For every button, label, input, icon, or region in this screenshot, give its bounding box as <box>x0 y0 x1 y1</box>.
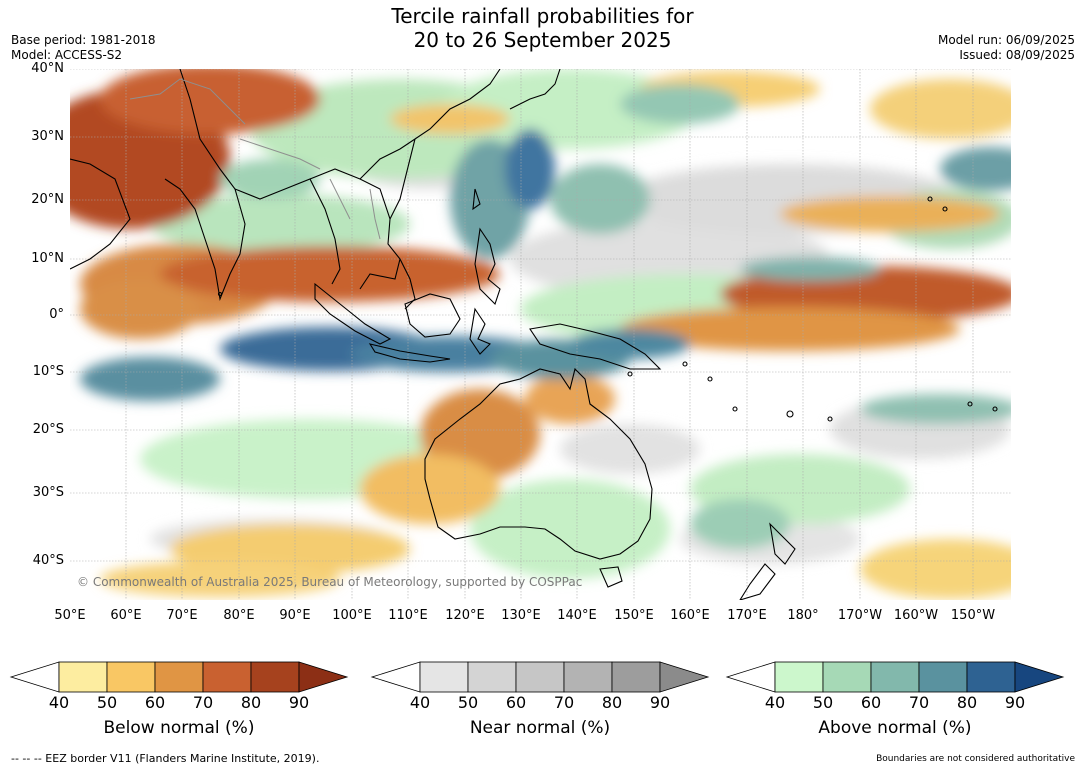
lon-label-80e: 80°E <box>223 608 255 623</box>
colorbar-below-tick: 50 <box>96 693 118 712</box>
eez-border-note: -- -- -- EEZ border V11 (Flanders Marine… <box>11 752 320 765</box>
lat-label-10n: 10°N <box>31 251 64 266</box>
lat-label-10s: 10°S <box>32 364 64 379</box>
lat-label-30s: 30°S <box>32 485 64 500</box>
lon-label-130e: 130°E <box>501 608 541 623</box>
colorbar-near-tick: 40 <box>409 693 431 712</box>
colorbar-below-bin <box>58 661 108 693</box>
colorbar-near-tick: 60 <box>505 693 527 712</box>
colorbar-below-title: Below normal (%) <box>103 718 255 738</box>
lon-label-160e: 160°E <box>670 608 710 623</box>
colorbar-above-max-arrow <box>1014 661 1065 693</box>
colorbar-below-tick: 80 <box>240 693 262 712</box>
colorbar-above-tick: 70 <box>908 693 930 712</box>
country-borders <box>129 78 381 240</box>
lon-label-140e: 140°E <box>557 608 597 623</box>
colorbar-near-bin <box>419 661 469 693</box>
map-canvas: © Commonwealth of Australia 2025, Bureau… <box>70 69 1011 600</box>
lon-label-50e: 50°E <box>54 608 86 623</box>
colorbar-above-bin <box>774 661 824 693</box>
lon-label-60e: 60°E <box>110 608 142 623</box>
colorbar-above-tick: 80 <box>956 693 978 712</box>
colorbar-near <box>370 661 710 693</box>
colorbar-above <box>725 661 1065 693</box>
lon-label-70e: 70°E <box>166 608 198 623</box>
lon-label-180: 180° <box>787 608 819 623</box>
lon-label-160w: 160°W <box>893 608 939 623</box>
lat-label-20n: 20°N <box>31 192 64 207</box>
lat-label-0: 0° <box>49 307 64 322</box>
colorbar-near-title: Near normal (%) <box>469 718 611 738</box>
colorbar-above-bin <box>918 661 968 693</box>
colorbar-below-tick: 40 <box>48 693 70 712</box>
colorbar-below-tick: 70 <box>192 693 214 712</box>
colorbar-below-max-arrow <box>298 661 349 693</box>
colorbar-near-tick: 80 <box>601 693 623 712</box>
colorbar-near-tick: 50 <box>457 693 479 712</box>
colorbar-above-bin <box>966 661 1016 693</box>
colorbar-near-tick: 70 <box>553 693 575 712</box>
lat-label-30n: 30°N <box>31 129 64 144</box>
map-panel: © Commonwealth of Australia 2025, Bureau… <box>70 69 1011 600</box>
lon-label-170e: 170°E <box>727 608 767 623</box>
model-run: Model run: 06/09/2025 <box>937 33 1075 47</box>
colorbar-above-bin <box>870 661 920 693</box>
lon-label-170w: 170°W <box>837 608 883 623</box>
colorbar-above-tick: 40 <box>764 693 786 712</box>
colorbar-near-bin <box>563 661 613 693</box>
colorbar-near-bin <box>611 661 661 693</box>
colorbar-strip <box>9 661 1065 693</box>
colorbar-above-tick: 60 <box>860 693 882 712</box>
lon-label-150e: 150°E <box>614 608 654 623</box>
colorbar-near-bin <box>467 661 517 693</box>
title-line-2: 20 to 26 September 2025 <box>413 28 672 52</box>
base-period: Base period: 1981-2018 <box>11 33 156 47</box>
colorbar-below-bin <box>250 661 300 693</box>
lat-label-20s: 20°S <box>32 422 64 437</box>
lat-label-40s: 40°S <box>32 553 64 568</box>
lon-label-90e: 90°E <box>279 608 311 623</box>
colorbar-above-title: Above normal (%) <box>818 718 972 738</box>
colorbar-below <box>9 661 349 693</box>
lat-label-40n: 40°N <box>31 61 64 76</box>
colorbar-above-min-arrow <box>725 661 776 693</box>
coastlines <box>70 69 998 600</box>
colorbar-above-tick: 50 <box>812 693 834 712</box>
colorbar-below-bin <box>202 661 252 693</box>
colorbar-above-tick: 90 <box>1004 693 1026 712</box>
colorbar-near-min-arrow <box>370 661 421 693</box>
title-line-1: Tercile rainfall probabilities for <box>391 4 694 28</box>
issued-date: Issued: 08/09/2025 <box>959 48 1075 62</box>
colorbar-near-tick: 90 <box>649 693 671 712</box>
lon-label-120e: 120°E <box>445 608 485 623</box>
colorbar-below-bin <box>154 661 204 693</box>
lon-label-110e: 110°E <box>388 608 428 623</box>
meta-right: Model run: 06/09/2025 Issued: 08/09/2025 <box>938 33 1075 63</box>
colorbar-near-bin <box>515 661 565 693</box>
lon-label-100e: 100°E <box>332 608 372 623</box>
map-gridlines <box>70 69 1011 600</box>
colorbar-below-tick: 60 <box>144 693 166 712</box>
boundaries-disclaimer: Boundaries are not considered authoritat… <box>876 754 1075 764</box>
meta-left: Base period: 1981-2018 Model: ACCESS-S2 <box>11 33 156 63</box>
lon-label-150w: 150°W <box>950 608 996 623</box>
colorbar-above-bin <box>822 661 872 693</box>
colorbar-below-min-arrow <box>9 661 60 693</box>
colorbar-below-tick: 90 <box>288 693 310 712</box>
colorbar-near-max-arrow <box>659 661 710 693</box>
colorbar-below-bin <box>106 661 156 693</box>
model-name: Model: ACCESS-S2 <box>11 48 123 62</box>
map-title: Tercile rainfall probabilities for 20 to… <box>0 4 1085 52</box>
copyright-notice: © Commonwealth of Australia 2025, Bureau… <box>77 575 582 589</box>
